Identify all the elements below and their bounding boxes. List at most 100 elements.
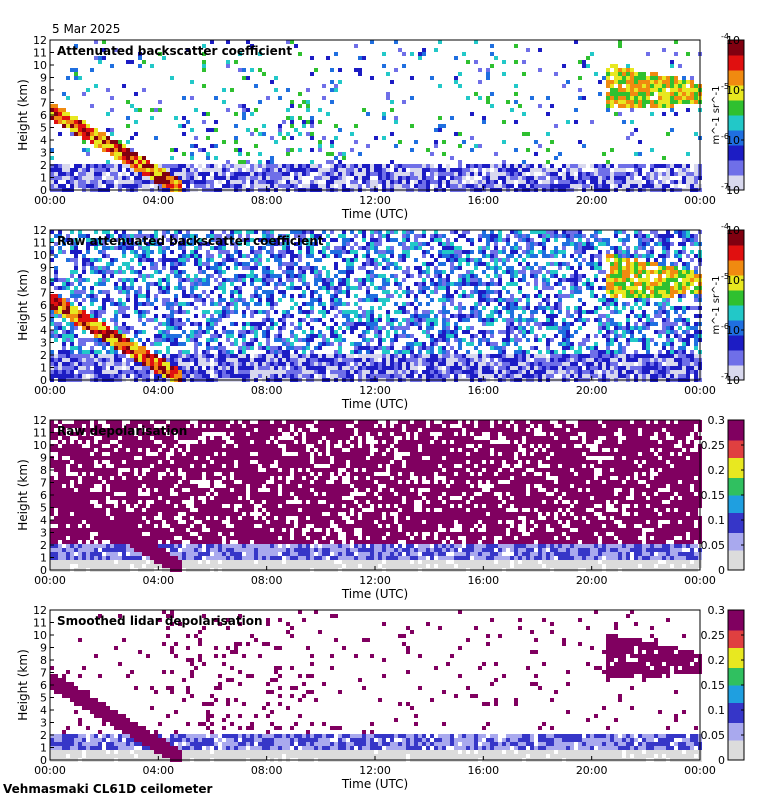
colorbar-segment [728, 702, 744, 706]
colorbar-segment [728, 732, 744, 736]
colorbar-segment [728, 487, 744, 491]
colorbar-segment [728, 342, 744, 346]
panel-title: Attenuated backscatter coefficient [57, 44, 292, 58]
colorbar-segment [728, 327, 744, 331]
y-axis-label: Height (km) [16, 459, 30, 530]
y-tick-label: 4 [40, 514, 47, 527]
x-tick-label: 12:00 [359, 574, 391, 587]
colorbar-segment [728, 692, 744, 696]
colorbar-segment [728, 152, 744, 156]
colorbar-segment [728, 735, 744, 738]
colorbar-tick-label: 0.2 [708, 464, 726, 477]
colorbar: 10-710-610-510-4m^-1 sr^-1 [711, 222, 745, 387]
colorbar-segment [728, 540, 744, 543]
colorbar-segment [728, 525, 744, 528]
colorbar-segment [728, 180, 744, 183]
colorbar-segment [728, 620, 744, 623]
colorbar-segment [728, 450, 744, 453]
colorbar-segment [728, 87, 744, 91]
colorbar-tick-label: 0.15 [701, 679, 726, 692]
colorbar-segment [728, 632, 744, 636]
colorbar-segment [728, 475, 744, 478]
colorbar-segment [728, 700, 744, 703]
colorbar-segment [728, 232, 744, 236]
panel-1: Attenuated backscatter coefficient012345… [16, 32, 745, 221]
colorbar-segment [728, 730, 744, 733]
panel-4: Smoothed lidar depolarisation01234567891… [16, 604, 745, 791]
y-tick-label: 4 [40, 704, 47, 717]
x-tick-label: 08:00 [251, 764, 283, 777]
colorbar-segment [728, 240, 744, 243]
colorbar-segment [728, 140, 744, 143]
colorbar-segment [728, 480, 744, 483]
colorbar-segment [728, 155, 744, 158]
colorbar-segment [728, 310, 744, 313]
colorbar-tick-exponent: -6 [721, 322, 729, 331]
y-tick-label: 12 [33, 604, 47, 617]
x-tick-label: 20:00 [576, 194, 608, 207]
colorbar-segment [728, 80, 744, 83]
colorbar-segment [728, 640, 744, 643]
colorbar-segment [728, 147, 744, 151]
colorbar-segment [728, 470, 744, 473]
colorbar-tick-exponent: -5 [721, 82, 729, 91]
x-tick-label: 04:00 [142, 194, 174, 207]
colorbar-segment [728, 322, 744, 326]
colorbar-segment [728, 657, 744, 661]
colorbar-segment [728, 267, 744, 271]
colorbar-tick-label: 0.3 [708, 414, 726, 427]
colorbar-segment [728, 452, 744, 456]
colorbar-segment [728, 355, 744, 358]
colorbar-segment [728, 167, 744, 171]
colorbar-segment [728, 275, 744, 278]
colorbar-segment [728, 445, 744, 448]
colorbar-segment [728, 625, 744, 628]
colorbar-segment [728, 307, 744, 311]
colorbar-frame [727, 39, 745, 191]
colorbar-segment [728, 720, 744, 723]
colorbar-tick-exponent: -4 [721, 222, 729, 231]
colorbar-segment [728, 82, 744, 86]
colorbar-segment [728, 515, 744, 518]
colorbar-segment [728, 660, 744, 663]
colorbar-segment [728, 105, 744, 108]
colorbar-segment [728, 677, 744, 681]
y-tick-label: 5 [40, 692, 47, 705]
colorbar-tick-label: 10 [726, 134, 740, 147]
y-tick-label: 8 [40, 654, 47, 667]
colorbar-tick-label: 0.3 [708, 604, 726, 617]
colorbar-segment [728, 130, 744, 133]
y-tick-label: 3 [40, 527, 47, 540]
y-tick-label: 7 [40, 667, 47, 680]
colorbar-segment [728, 360, 744, 363]
colorbar-segment [728, 340, 744, 343]
y-tick-label: 6 [40, 679, 47, 692]
colorbar-tick-label: 10 [726, 274, 740, 287]
colorbar-segment [728, 320, 744, 323]
colorbar-segment [728, 497, 744, 501]
colorbar-segment [728, 170, 744, 173]
colorbar-segment [728, 682, 744, 686]
x-tick-label: 00:00 [34, 574, 66, 587]
colorbar-segment [728, 645, 744, 648]
colorbar-segment [728, 670, 744, 673]
colorbar-segment [728, 280, 744, 283]
colorbar-segment [728, 287, 744, 291]
colorbar-segment [728, 490, 744, 493]
colorbar-segment [728, 50, 744, 53]
colorbar-segment [728, 95, 744, 98]
colorbar-segment [728, 150, 744, 153]
colorbar-segment [728, 362, 744, 366]
panel-3: Raw depolarisation0123456789101112Height… [16, 414, 745, 601]
colorbar-segment [728, 672, 744, 676]
colorbar-frame [727, 229, 745, 381]
colorbar-segment [728, 687, 744, 691]
colorbar-units-label: m^-1 sr^-1 [711, 276, 722, 335]
colorbar-tick-label: 0.25 [701, 439, 726, 452]
panel-2: Raw attenuated backscatter coefficient01… [16, 222, 745, 411]
colorbar-segment [728, 60, 744, 63]
colorbar-segment [728, 697, 744, 701]
colorbar-segment [728, 372, 744, 376]
colorbar-segment [728, 302, 744, 306]
colorbar-segment [728, 547, 744, 551]
